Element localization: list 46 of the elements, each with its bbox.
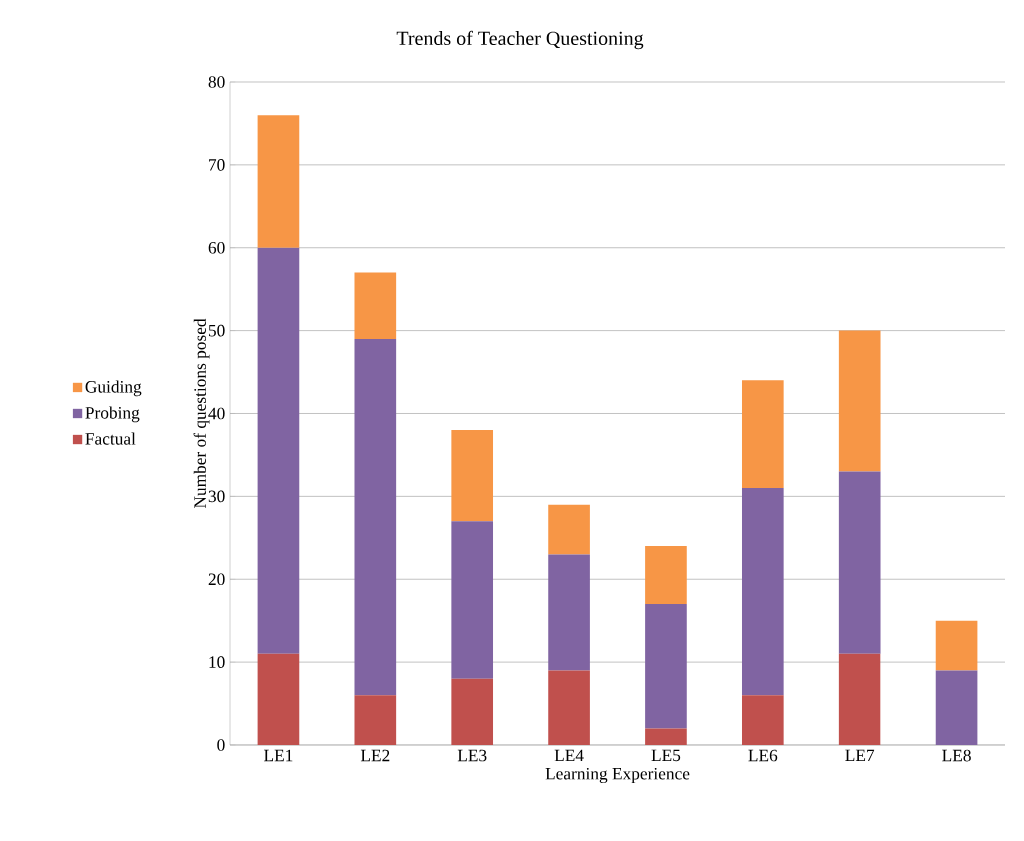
y-tick-label: 20: [208, 573, 225, 586]
x-tick-label: LE6: [748, 749, 778, 762]
bar: [741, 380, 784, 489]
y-tick-label: 50: [208, 324, 225, 337]
bar: [548, 504, 590, 555]
bar: [451, 678, 494, 745]
bar: [935, 670, 978, 745]
x-tick-label: LE7: [845, 749, 875, 762]
y-tick-label: 30: [208, 490, 225, 503]
bar: [645, 546, 687, 605]
x-tick-label: LE5: [651, 749, 681, 762]
y-tick-label: 70: [209, 159, 225, 171]
bar: [645, 728, 687, 745]
chart-title: Trends of Teacher Questioning: [396, 30, 644, 50]
legend-label: Probing: [85, 406, 140, 423]
x-tick-label: LE8: [942, 749, 971, 762]
bar: [257, 247, 300, 654]
bar: [257, 115, 300, 248]
y-tick-label: 80: [208, 76, 225, 88]
y-tick-label: 40: [208, 407, 225, 420]
x-tick-label: LE3: [457, 749, 487, 762]
bar: [741, 488, 784, 696]
bar: [451, 430, 494, 522]
bar: [257, 653, 300, 745]
bar: [451, 521, 494, 679]
bar: [548, 670, 590, 745]
bar: [935, 620, 978, 671]
bar: [741, 695, 784, 745]
y-tick-label: 60: [208, 241, 225, 254]
x-tick-label: LE1: [264, 749, 293, 762]
bar: [354, 338, 397, 696]
y-axis-title: Number of questions posed: [193, 318, 210, 509]
bar: [645, 604, 687, 729]
y-tick-label: 10: [209, 656, 225, 668]
bar: [354, 272, 397, 339]
legend-label: Guiding: [85, 380, 142, 397]
bar: [548, 554, 590, 671]
legend-label: Factual: [85, 432, 136, 445]
x-tick-label: LE2: [360, 749, 390, 762]
x-axis-title: Learning Experience: [545, 767, 690, 784]
bar: [838, 471, 881, 654]
bar: [838, 653, 881, 745]
bar: [354, 695, 397, 745]
y-tick-label: 0: [217, 739, 225, 751]
bar: [838, 330, 881, 472]
x-tick-label: LE4: [554, 749, 584, 762]
